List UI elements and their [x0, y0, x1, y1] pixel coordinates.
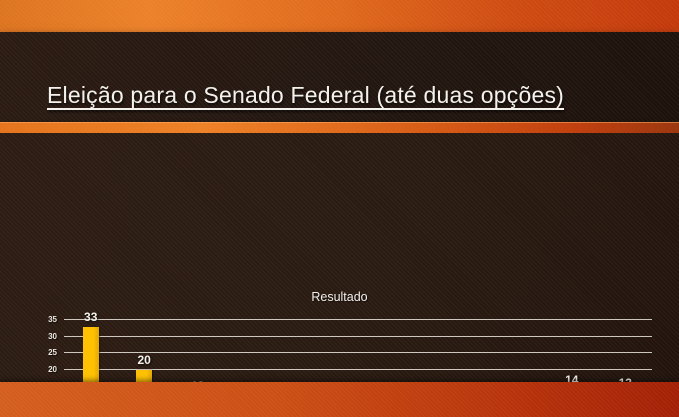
y-tick-label-20: 20: [48, 364, 57, 374]
gridline-35: [64, 319, 652, 320]
gridline-20: [64, 368, 652, 370]
slide-title: Eleição para o Senado Federal (até duas …: [47, 82, 565, 108]
chart-region: Resultado 051015202530353320127532111141…: [0, 133, 679, 417]
bar-value-label-1: 20: [137, 352, 151, 367]
top-accent-band: [0, 0, 679, 32]
y-tick-label-30: 30: [48, 331, 57, 341]
gridline-25: [64, 352, 652, 354]
gridline-30: [64, 335, 652, 337]
y-tick-label-25: 25: [48, 348, 57, 358]
bar-value-label-0: 33: [84, 309, 98, 324]
bottom-accent-band: [0, 382, 679, 417]
y-tick-label-35: 35: [48, 315, 57, 324]
chart-title: Resultado: [311, 290, 368, 304]
title-band: Eleição para o Senado Federal (até duas …: [0, 32, 679, 123]
accent-stripe: [0, 122, 679, 133]
